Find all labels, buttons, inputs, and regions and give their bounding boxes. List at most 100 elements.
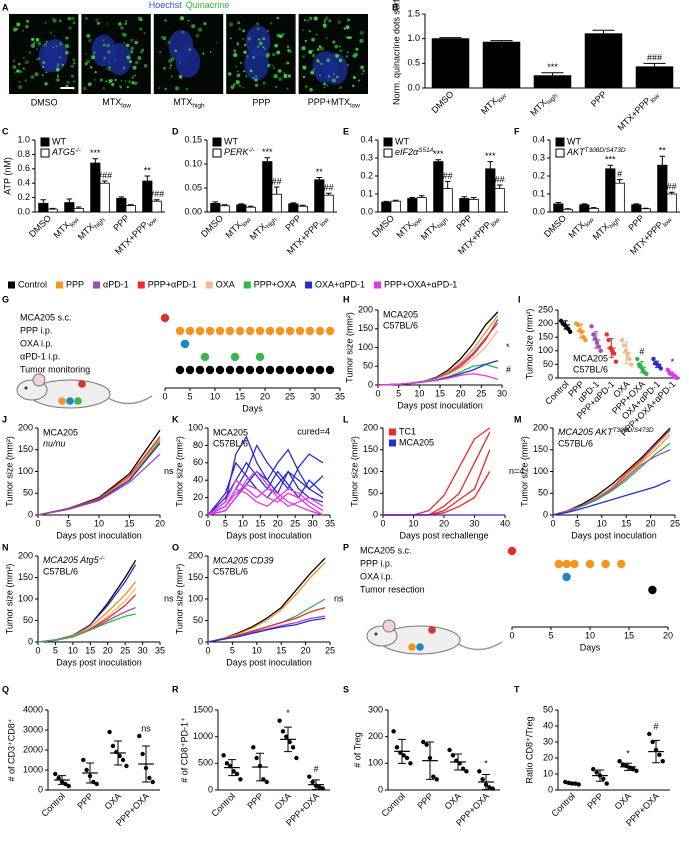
timeline-label: MCA205 s.c.	[360, 545, 412, 555]
error-bar	[642, 207, 649, 209]
quinacrine-dot	[12, 65, 17, 69]
x-tick-label-part: low	[662, 216, 674, 228]
error-bar	[409, 196, 416, 199]
error-bar	[616, 179, 623, 184]
nucleus	[245, 25, 271, 58]
data-point	[447, 747, 452, 753]
error-bar	[398, 738, 406, 764]
bar	[47, 208, 58, 213]
data-point	[627, 356, 632, 362]
significance: ***	[262, 147, 273, 157]
series-line	[37, 440, 161, 516]
legend-swatch	[8, 281, 15, 289]
quinacrine-dot	[123, 42, 126, 44]
y-tick-label: 0	[378, 784, 383, 794]
data-point	[568, 329, 573, 334]
error-bar	[290, 202, 297, 204]
bar	[614, 182, 625, 213]
quinacrine-dot	[130, 50, 134, 54]
quinacrine-dot	[45, 40, 48, 43]
bar	[584, 33, 623, 89]
data-point	[591, 332, 596, 337]
y-tick-label: 0.2	[360, 170, 373, 180]
quinacrine-dot	[134, 40, 139, 45]
event-dot	[225, 326, 235, 336]
quinacrine-dot	[346, 51, 349, 54]
note: nu/nu	[43, 438, 66, 448]
error-bar	[592, 29, 615, 34]
note-part: MCA205 AKT	[558, 427, 614, 437]
quinacrine-dot	[24, 60, 29, 65]
y-tick-label: 0.1	[532, 188, 545, 198]
x-tick-label-part: low	[412, 216, 424, 228]
significance: **	[144, 165, 152, 175]
quinacrine-dot	[57, 63, 60, 66]
bar	[416, 197, 427, 213]
y-axis-label: Tumor size (mm²)	[524, 309, 534, 380]
x-tick-label: 30	[497, 388, 507, 398]
x-tick-label-part: low	[319, 216, 331, 228]
event-dot	[235, 326, 245, 336]
data-point	[619, 337, 625, 343]
error-bar	[490, 40, 513, 43]
quinacrine-dot	[243, 70, 246, 73]
quinacrine-dot	[164, 19, 167, 22]
significance: ##	[324, 183, 334, 193]
data-point	[583, 337, 588, 343]
y-tick-label: 0.0	[407, 82, 420, 92]
quinacrine-dot	[52, 46, 55, 49]
legend-swatch	[56, 281, 64, 289]
data-point	[277, 718, 282, 723]
x-tick-label-part: low	[69, 216, 81, 228]
x-tick-label: 35	[325, 518, 335, 528]
x-tick-label: 0	[205, 518, 210, 528]
y-tick-label: 20	[543, 752, 553, 762]
quinacrine-dot	[19, 69, 23, 74]
bar	[433, 161, 444, 213]
event-dot	[617, 559, 626, 569]
quinacrine-dot	[52, 18, 57, 23]
bar	[635, 66, 674, 89]
quinacrine-dot	[84, 16, 88, 21]
note: C57BL/6	[573, 364, 608, 374]
mouse-eye	[374, 632, 378, 636]
x-tick-label: 5	[396, 388, 401, 398]
error-bar	[593, 331, 599, 349]
quinacrine-dot	[70, 16, 75, 21]
quinacrine-dot	[143, 64, 148, 68]
quinacrine-dot	[124, 80, 127, 83]
quinacrine-dot	[339, 49, 343, 53]
quinacrine-dot	[71, 74, 75, 78]
quinacrine-dot	[316, 47, 320, 51]
legend-swatch	[137, 281, 145, 289]
quinacrine-dot	[270, 22, 273, 25]
quinacrine-dot	[179, 16, 185, 21]
legend-label: PPP	[66, 279, 84, 289]
quinacrine-dot	[328, 19, 332, 23]
panel-letter: O	[172, 542, 179, 552]
timeline-label: PPP i.p.	[20, 325, 52, 335]
x-tick-label: 25	[285, 391, 295, 401]
quinacrine-dot	[18, 80, 21, 83]
quinacrine-dot	[36, 48, 38, 51]
significance: ns	[141, 723, 151, 733]
quinacrine-dot	[324, 16, 329, 20]
y-tick-label: 50	[193, 615, 203, 625]
panel-letter: P	[343, 542, 349, 552]
quinacrine-dot	[286, 87, 289, 90]
y-tick-label: 0.0	[360, 206, 373, 216]
event-dot	[175, 326, 185, 336]
quinacrine-dot	[18, 62, 21, 66]
x-tick-label: 30	[138, 645, 148, 655]
quinacrine-dot	[164, 87, 167, 91]
timeline-label: PPP i.p.	[360, 558, 392, 568]
quinacrine-dot	[187, 19, 190, 22]
significance: #	[653, 721, 658, 731]
x-tick-label: MTX+PPPlow	[616, 89, 661, 134]
quinacrine-dot	[238, 27, 242, 31]
quinacrine-dot	[237, 21, 241, 25]
quinacrine-dot	[262, 46, 265, 49]
significance: ###	[97, 170, 112, 180]
x-tick-label: 5	[575, 518, 580, 528]
y-tick-label: 4000	[23, 704, 43, 714]
